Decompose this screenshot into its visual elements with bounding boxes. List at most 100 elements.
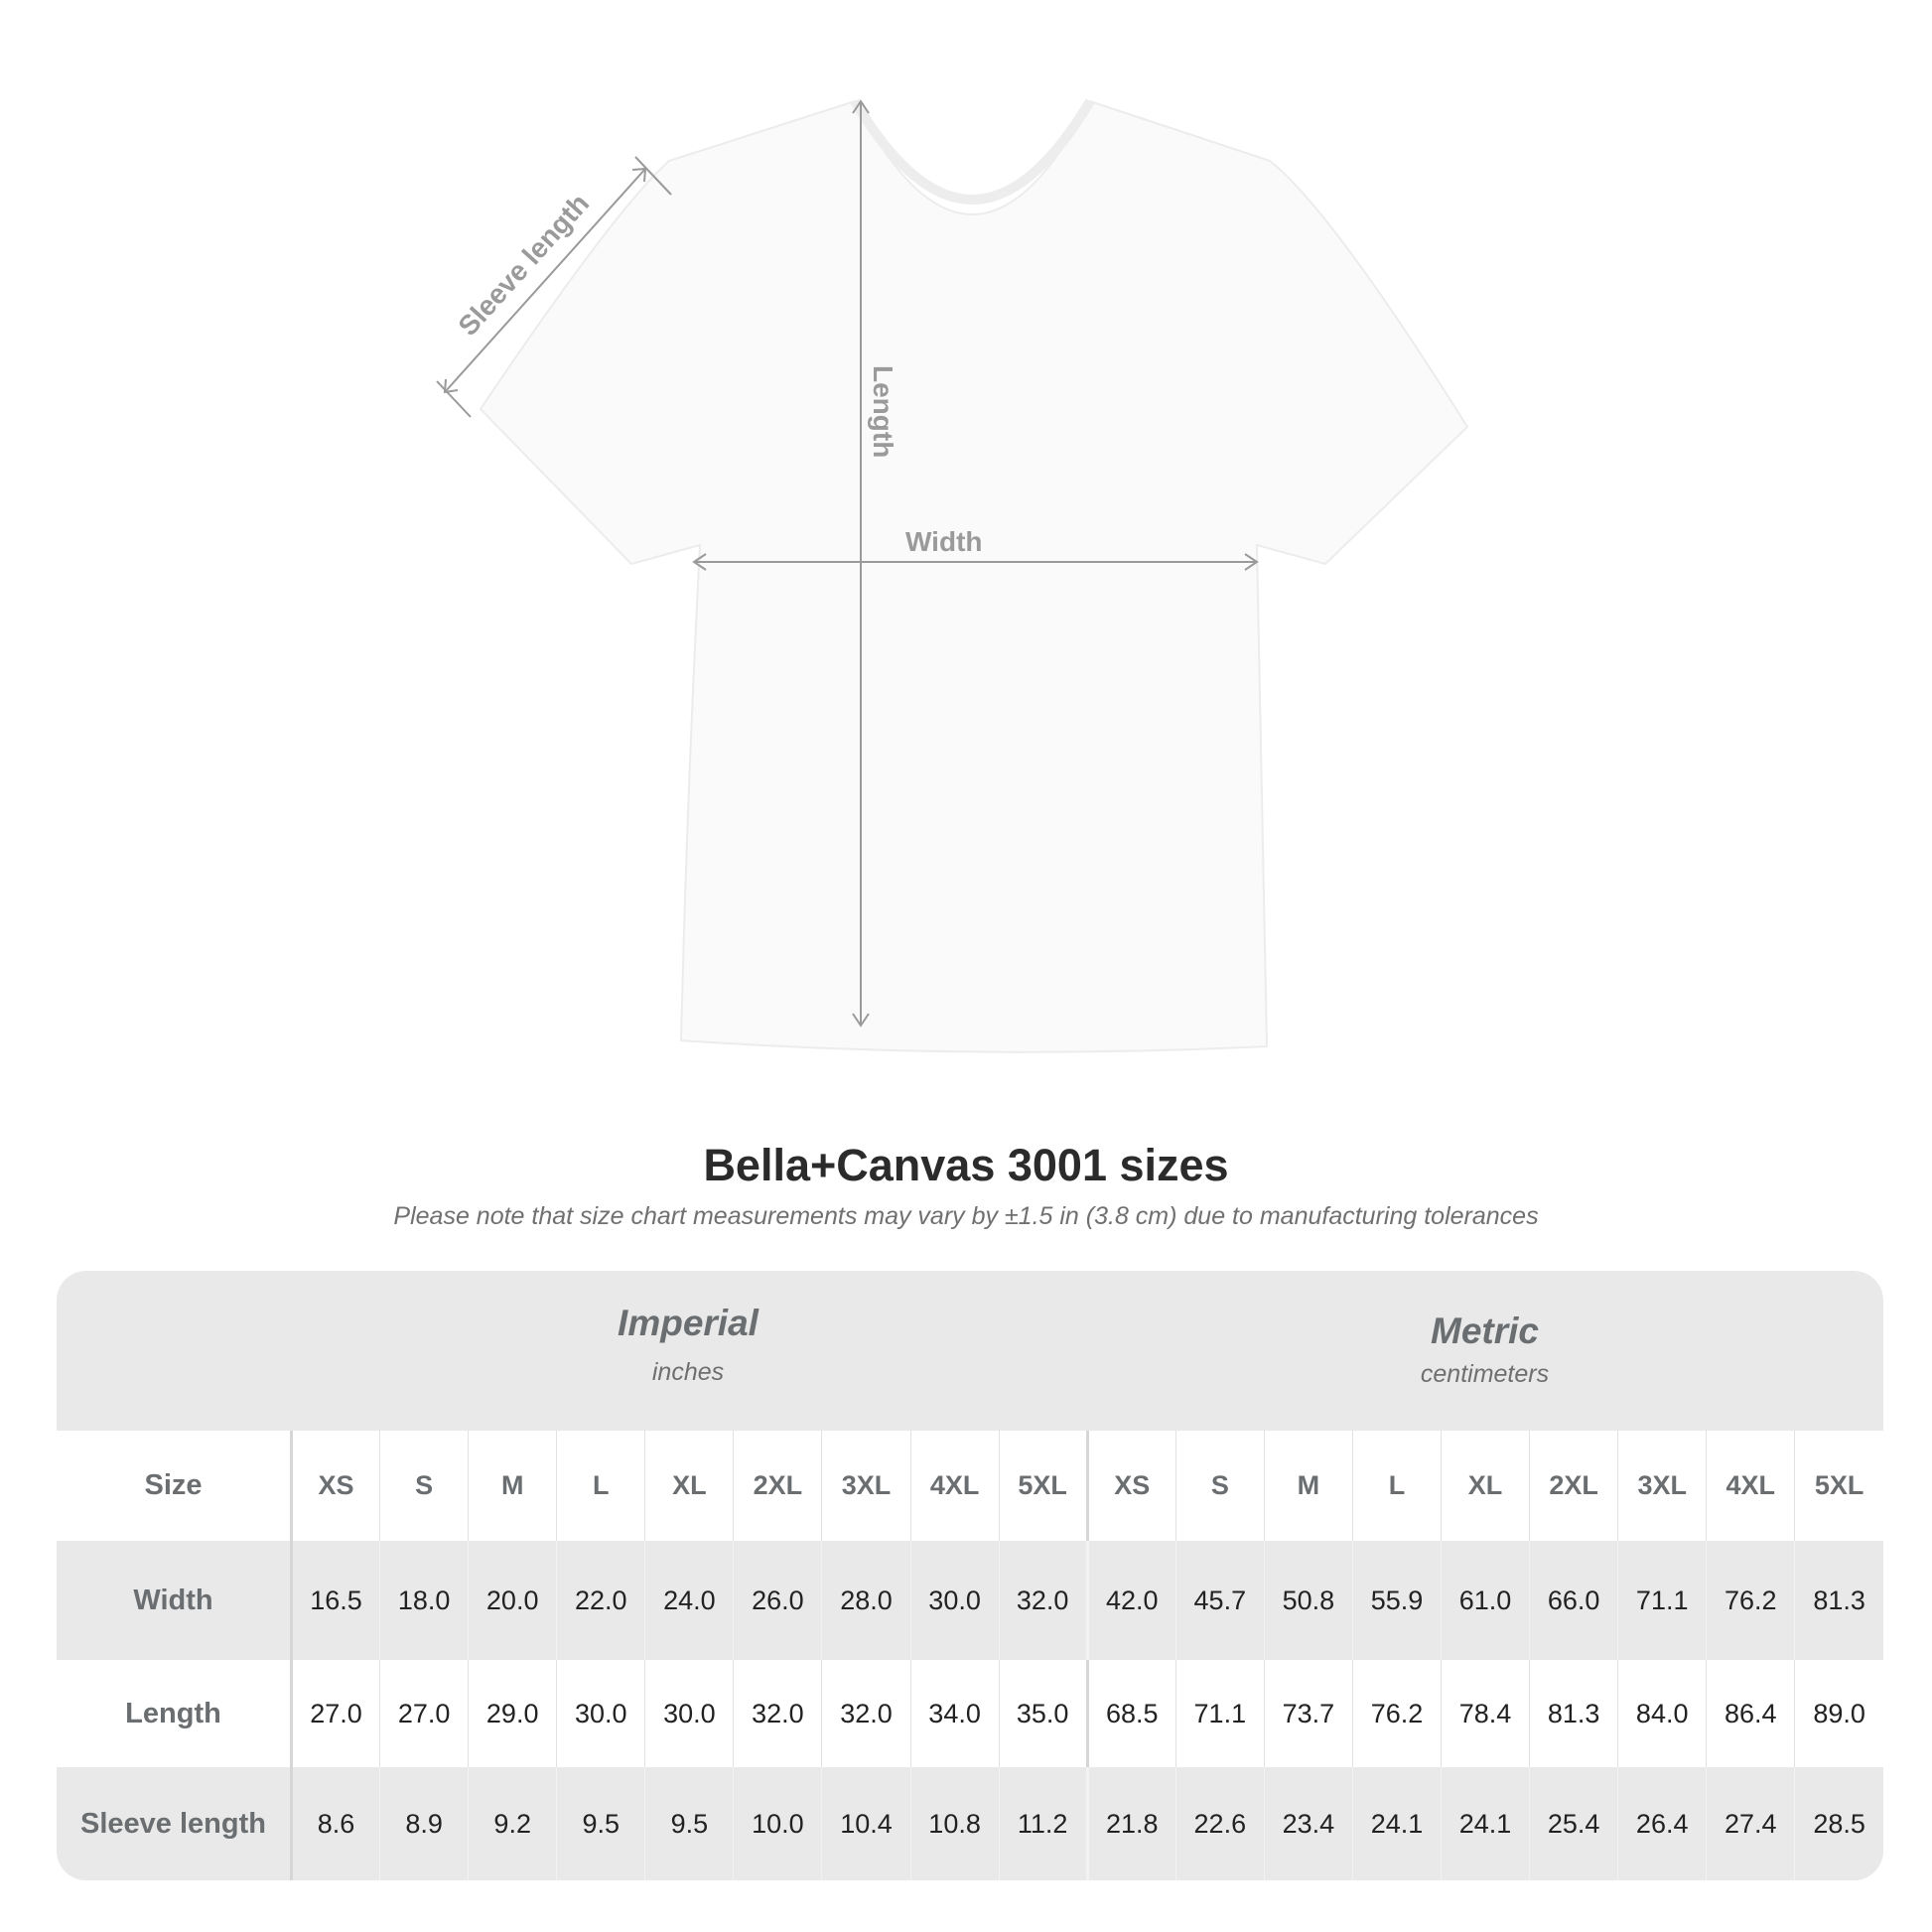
collar (850, 98, 1095, 205)
imperial-size-header: 5XL (998, 1431, 1088, 1541)
metric-value: 24.1 (1351, 1767, 1442, 1880)
imperial-size-header: S (379, 1431, 469, 1541)
imperial-value: 22.0 (556, 1541, 645, 1660)
metric-value: 28.5 (1794, 1767, 1883, 1880)
imperial-value: 32.0 (998, 1541, 1088, 1660)
arrowhead (852, 1013, 870, 1028)
metric-size-header: XS (1085, 1431, 1176, 1541)
row-label: Width (57, 1541, 293, 1660)
imperial-value: 9.5 (556, 1767, 645, 1880)
imperial-value: 30.0 (556, 1660, 645, 1767)
metric-value: 71.1 (1617, 1541, 1707, 1660)
imperial-value: 18.0 (379, 1541, 469, 1660)
imperial-value: 9.2 (468, 1767, 557, 1880)
page-title: Bella+Canvas 3001 sizes (703, 1140, 1229, 1190)
imperial-size-header: 2XL (733, 1431, 822, 1541)
imperial-value: 32.0 (821, 1660, 911, 1767)
metric-value: 42.0 (1085, 1541, 1176, 1660)
tshirt-shape (479, 99, 1469, 1053)
imperial-value: 8.6 (290, 1767, 380, 1880)
sleeve-arrow (444, 168, 646, 393)
metric-value: 61.0 (1441, 1541, 1530, 1660)
imperial-value: 9.5 (644, 1767, 734, 1880)
imperial-value: 8.9 (379, 1767, 469, 1880)
metric-value: 89.0 (1794, 1660, 1883, 1767)
imperial-value: 34.0 (909, 1660, 1000, 1767)
length-label: Length (868, 365, 898, 458)
metric-value: 78.4 (1441, 1660, 1530, 1767)
metric-value: 71.1 (1174, 1660, 1265, 1767)
metric-value: 68.5 (1085, 1660, 1176, 1767)
metric-header: Metric centimeters (1086, 1271, 1883, 1470)
imperial-value: 10.0 (733, 1767, 822, 1880)
table-row: Sleeve length 8.6 8.9 9.2 9.5 9.5 10.0 10.4 10.8… (57, 1767, 1883, 1880)
row-label: Sleeve length (57, 1767, 293, 1880)
row-label: Length (57, 1660, 293, 1767)
imperial-value: 26.0 (733, 1541, 822, 1660)
arrowhead (631, 167, 647, 183)
metric-value: 27.4 (1706, 1767, 1795, 1880)
metric-size-header: M (1263, 1431, 1353, 1541)
sleeve-tick (634, 156, 672, 196)
size-chart-table: Imperial inches Metric centimeters Size X… (57, 1271, 1883, 1880)
metric-value: 26.4 (1617, 1767, 1707, 1880)
imperial-header: Imperial inches (290, 1271, 1086, 1462)
metric-size-header: 2XL (1529, 1431, 1618, 1541)
imperial-unit: inches (651, 1358, 725, 1386)
imperial-size-header: L (556, 1431, 645, 1541)
imperial-value: 16.5 (290, 1541, 380, 1660)
imperial-size-header: 3XL (821, 1431, 911, 1541)
table-row: Width 16.5 18.0 20.0 22.0 24.0 26.0 28.0 30.0 32.… (57, 1541, 1883, 1660)
tshirt-diagram: Sleeve length Length Width (436, 98, 1469, 1053)
imperial-size-header: XL (644, 1431, 734, 1541)
metric-value: 81.3 (1529, 1660, 1618, 1767)
imperial-value: 35.0 (998, 1660, 1088, 1767)
width-label: Width (905, 526, 983, 557)
imperial-value: 28.0 (821, 1541, 911, 1660)
metric-size-header: 5XL (1794, 1431, 1883, 1541)
size-table: Size XS S M L XL 2XL 3XL 4XL 5XL XS S M L XL 2XL 3XL 4XL 5… (57, 1431, 1883, 1880)
imperial-value: 29.0 (468, 1660, 557, 1767)
metric-value: 23.4 (1263, 1767, 1353, 1880)
metric-unit: centimeters (1420, 1360, 1550, 1388)
imperial-value: 30.0 (909, 1541, 1000, 1660)
metric-value: 50.8 (1263, 1541, 1353, 1660)
arrowhead (443, 378, 459, 394)
metric-value: 81.3 (1794, 1541, 1883, 1660)
metric-value: 21.8 (1085, 1767, 1176, 1880)
metric-value: 45.7 (1174, 1541, 1265, 1660)
tolerance-note: Please note that size chart measurements… (393, 1202, 1539, 1230)
imperial-value: 32.0 (733, 1660, 822, 1767)
imperial-value: 27.0 (379, 1660, 469, 1767)
imperial-label: Imperial (618, 1303, 759, 1343)
row-label: Size (57, 1431, 293, 1541)
imperial-value: 10.8 (909, 1767, 1000, 1880)
imperial-value: 11.2 (998, 1767, 1088, 1880)
metric-value: 76.2 (1351, 1660, 1442, 1767)
arrowhead (1244, 553, 1259, 571)
metric-value: 66.0 (1529, 1541, 1618, 1660)
imperial-value: 10.4 (821, 1767, 911, 1880)
imperial-size-header: XS (290, 1431, 380, 1541)
metric-size-header: L (1351, 1431, 1442, 1541)
imperial-value: 30.0 (644, 1660, 734, 1767)
metric-value: 86.4 (1706, 1660, 1795, 1767)
imperial-value: 24.0 (644, 1541, 734, 1660)
table-row: Length 27.0 27.0 29.0 30.0 30.0 32.0 32.0 34.0 35… (57, 1660, 1883, 1767)
size-row: Size XS S M L XL 2XL 3XL 4XL 5XL XS S M L XL 2XL 3XL 4XL 5… (57, 1431, 1883, 1541)
imperial-value: 27.0 (290, 1660, 380, 1767)
metric-value: 76.2 (1706, 1541, 1795, 1660)
metric-value: 84.0 (1617, 1660, 1707, 1767)
sleeve-tick (436, 380, 472, 418)
metric-value: 24.1 (1441, 1767, 1530, 1880)
metric-size-header: 3XL (1617, 1431, 1707, 1541)
metric-value: 55.9 (1351, 1541, 1442, 1660)
arrowhead (692, 553, 707, 571)
metric-value: 25.4 (1529, 1767, 1618, 1880)
metric-size-header: XL (1441, 1431, 1530, 1541)
metric-size-header: 4XL (1706, 1431, 1795, 1541)
imperial-size-header: 4XL (909, 1431, 1000, 1541)
imperial-size-header: M (468, 1431, 557, 1541)
metric-value: 22.6 (1174, 1767, 1265, 1880)
arrowhead (852, 99, 870, 114)
